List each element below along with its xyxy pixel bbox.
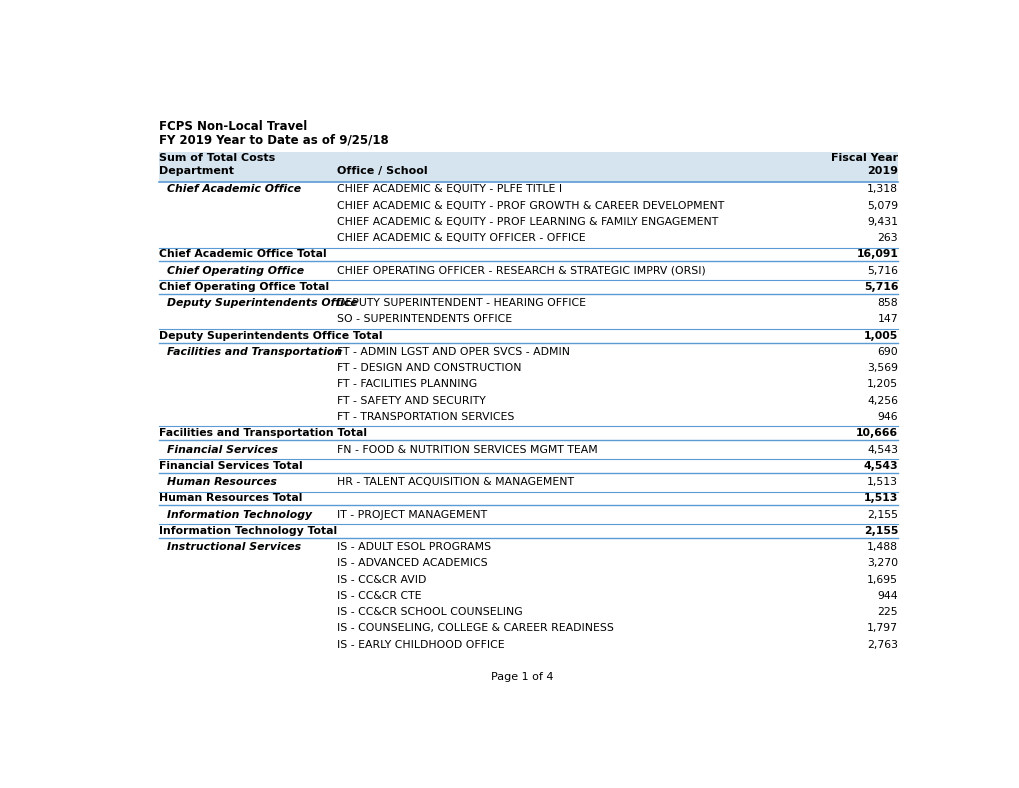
Text: 5,716: 5,716 bbox=[863, 282, 898, 292]
Text: Information Technology Total: Information Technology Total bbox=[159, 526, 337, 536]
Text: CHIEF ACADEMIC & EQUITY OFFICER - OFFICE: CHIEF ACADEMIC & EQUITY OFFICER - OFFICE bbox=[336, 233, 585, 243]
Text: Sum of Total Costs: Sum of Total Costs bbox=[159, 153, 275, 163]
Text: 225: 225 bbox=[876, 607, 898, 617]
Text: 946: 946 bbox=[876, 412, 898, 422]
Text: FT - TRANSPORTATION SERVICES: FT - TRANSPORTATION SERVICES bbox=[336, 412, 514, 422]
Text: 1,797: 1,797 bbox=[866, 623, 898, 634]
Text: HR - TALENT ACQUISITION & MANAGEMENT: HR - TALENT ACQUISITION & MANAGEMENT bbox=[336, 477, 574, 487]
Text: FT - DESIGN AND CONSTRUCTION: FT - DESIGN AND CONSTRUCTION bbox=[336, 363, 521, 374]
Text: 4,256: 4,256 bbox=[866, 396, 898, 406]
Text: Information Technology: Information Technology bbox=[167, 510, 312, 519]
Text: Human Resources Total: Human Resources Total bbox=[159, 493, 303, 504]
Text: Facilities and Transportation: Facilities and Transportation bbox=[167, 347, 341, 357]
Text: Chief Operating Office Total: Chief Operating Office Total bbox=[159, 282, 329, 292]
Text: CHIEF ACADEMIC & EQUITY - PROF GROWTH & CAREER DEVELOPMENT: CHIEF ACADEMIC & EQUITY - PROF GROWTH & … bbox=[336, 201, 723, 210]
Text: CHIEF ACADEMIC & EQUITY - PROF LEARNING & FAMILY ENGAGEMENT: CHIEF ACADEMIC & EQUITY - PROF LEARNING … bbox=[336, 217, 717, 227]
Text: IS - CC&CR CTE: IS - CC&CR CTE bbox=[336, 591, 421, 601]
Text: IS - ADULT ESOL PROGRAMS: IS - ADULT ESOL PROGRAMS bbox=[336, 542, 490, 552]
Text: IS - CC&CR SCHOOL COUNSELING: IS - CC&CR SCHOOL COUNSELING bbox=[336, 607, 522, 617]
Text: Fiscal Year: Fiscal Year bbox=[830, 153, 898, 163]
Text: CHIEF ACADEMIC & EQUITY - PLFE TITLE I: CHIEF ACADEMIC & EQUITY - PLFE TITLE I bbox=[336, 184, 561, 195]
Text: 9,431: 9,431 bbox=[866, 217, 898, 227]
Text: FT - ADMIN LGST AND OPER SVCS - ADMIN: FT - ADMIN LGST AND OPER SVCS - ADMIN bbox=[336, 347, 570, 357]
Text: 944: 944 bbox=[876, 591, 898, 601]
Text: IS - EARLY CHILDHOOD OFFICE: IS - EARLY CHILDHOOD OFFICE bbox=[336, 640, 504, 649]
Text: FT - SAFETY AND SECURITY: FT - SAFETY AND SECURITY bbox=[336, 396, 485, 406]
Text: 1,695: 1,695 bbox=[866, 574, 898, 585]
Text: 1,318: 1,318 bbox=[866, 184, 898, 195]
Text: DEPUTY SUPERINTENDENT - HEARING OFFICE: DEPUTY SUPERINTENDENT - HEARING OFFICE bbox=[336, 298, 585, 308]
Text: IT - PROJECT MANAGEMENT: IT - PROJECT MANAGEMENT bbox=[336, 510, 487, 519]
Text: 4,543: 4,543 bbox=[866, 444, 898, 455]
Text: 690: 690 bbox=[876, 347, 898, 357]
Text: CHIEF OPERATING OFFICER - RESEARCH & STRATEGIC IMPRV (ORSI): CHIEF OPERATING OFFICER - RESEARCH & STR… bbox=[336, 266, 705, 276]
Text: 1,005: 1,005 bbox=[863, 331, 898, 340]
Text: IS - COUNSELING, COLLEGE & CAREER READINESS: IS - COUNSELING, COLLEGE & CAREER READIN… bbox=[336, 623, 613, 634]
Text: 5,716: 5,716 bbox=[866, 266, 898, 276]
Text: Office / School: Office / School bbox=[336, 166, 427, 177]
Text: 5,079: 5,079 bbox=[866, 201, 898, 210]
Text: 147: 147 bbox=[876, 314, 898, 325]
Text: Human Resources: Human Resources bbox=[167, 477, 276, 487]
Text: 1,488: 1,488 bbox=[866, 542, 898, 552]
Text: 2,155: 2,155 bbox=[866, 510, 898, 519]
Text: Instructional Services: Instructional Services bbox=[167, 542, 301, 552]
Text: IS - ADVANCED ACADEMICS: IS - ADVANCED ACADEMICS bbox=[336, 559, 487, 568]
Text: 2,763: 2,763 bbox=[866, 640, 898, 649]
Text: 1,513: 1,513 bbox=[863, 493, 898, 504]
Text: SO - SUPERINTENDENTS OFFICE: SO - SUPERINTENDENTS OFFICE bbox=[336, 314, 512, 325]
Text: 2,155: 2,155 bbox=[863, 526, 898, 536]
Text: 10,666: 10,666 bbox=[855, 429, 898, 438]
Text: Chief Academic Office: Chief Academic Office bbox=[167, 184, 301, 195]
Text: 3,270: 3,270 bbox=[866, 559, 898, 568]
Text: FY 2019 Year to Date as of 9/25/18: FY 2019 Year to Date as of 9/25/18 bbox=[159, 133, 388, 147]
Text: 1,513: 1,513 bbox=[866, 477, 898, 487]
Text: Department: Department bbox=[159, 166, 234, 177]
Text: Financial Services: Financial Services bbox=[167, 444, 278, 455]
Text: Deputy Superintendents Office: Deputy Superintendents Office bbox=[167, 298, 358, 308]
Text: Chief Operating Office: Chief Operating Office bbox=[167, 266, 304, 276]
Text: 858: 858 bbox=[876, 298, 898, 308]
Text: Chief Academic Office Total: Chief Academic Office Total bbox=[159, 250, 326, 259]
Text: Deputy Superintendents Office Total: Deputy Superintendents Office Total bbox=[159, 331, 382, 340]
Text: 1,205: 1,205 bbox=[866, 380, 898, 389]
Text: Financial Services Total: Financial Services Total bbox=[159, 461, 303, 470]
Text: FT - FACILITIES PLANNING: FT - FACILITIES PLANNING bbox=[336, 380, 477, 389]
Text: 16,091: 16,091 bbox=[856, 250, 898, 259]
Text: Facilities and Transportation Total: Facilities and Transportation Total bbox=[159, 429, 367, 438]
Text: Page 1 of 4: Page 1 of 4 bbox=[491, 672, 553, 682]
Text: 3,569: 3,569 bbox=[866, 363, 898, 374]
Text: FCPS Non-Local Travel: FCPS Non-Local Travel bbox=[159, 120, 307, 133]
Text: 2019: 2019 bbox=[866, 166, 898, 177]
Text: FN - FOOD & NUTRITION SERVICES MGMT TEAM: FN - FOOD & NUTRITION SERVICES MGMT TEAM bbox=[336, 444, 597, 455]
Text: IS - CC&CR AVID: IS - CC&CR AVID bbox=[336, 574, 426, 585]
Text: 263: 263 bbox=[876, 233, 898, 243]
Bar bbox=[159, 151, 898, 182]
Text: 4,543: 4,543 bbox=[863, 461, 898, 470]
